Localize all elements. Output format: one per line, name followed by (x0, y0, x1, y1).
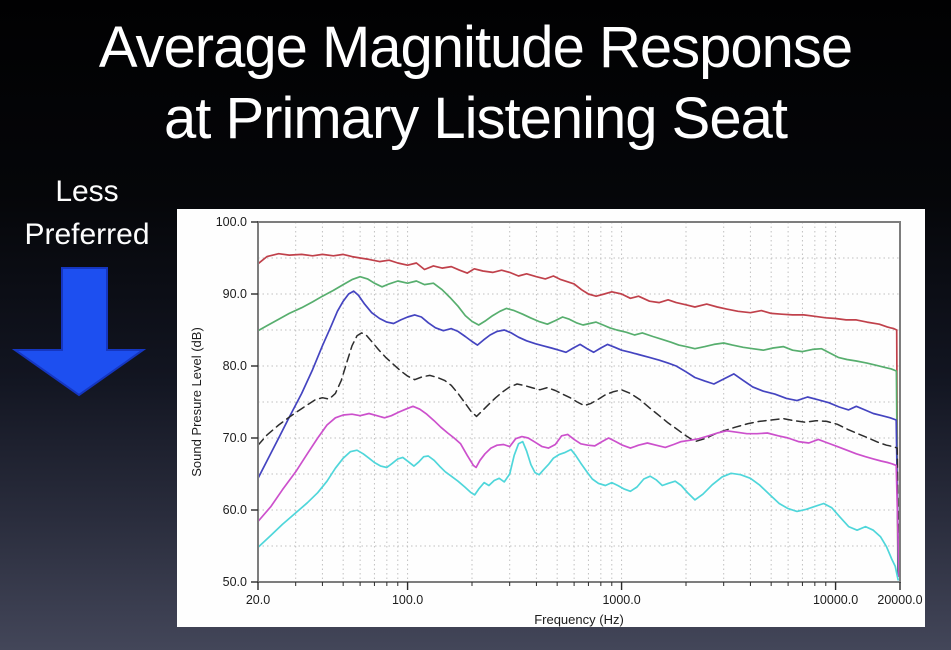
magnitude-response-chart: 50.0 60.0 70.0 80.0 90.0 100.0 20.0 100.0 1000.0… (177, 209, 925, 627)
series-green-line (257, 275, 899, 578)
chart-canvas: 50.0 60.0 70.0 80.0 90.0 100.0 20.0 100.0 1000.0… (189, 215, 923, 627)
series-cyan-line (257, 440, 899, 581)
y-axis-tick-label: 50.0 (223, 575, 247, 589)
series-magenta-line (257, 405, 900, 578)
x-axis-tick-label: 20.0 (246, 593, 270, 607)
less-preferred-line1: Less (55, 175, 119, 208)
x-axis-tick-label: 20000.0 (877, 593, 922, 607)
slide-title-line1: Average Magnitude Response (98, 15, 853, 80)
down-arrow-icon (10, 260, 150, 400)
slide-title: Average Magnitude Response at Primary Li… (0, 12, 951, 154)
y-axis-tick-label: 70.0 (223, 431, 247, 445)
slide-title-line2: at Primary Listening Seat (164, 86, 788, 151)
series-blue-line (257, 290, 900, 578)
series-black-dashed-line (257, 332, 900, 577)
y-axis-tick-label: 60.0 (223, 503, 247, 517)
less-preferred-label: Less Preferred (0, 170, 174, 256)
y-axis-title: Sound Presure Level (dB) (189, 327, 204, 477)
down-arrow-shape (11, 267, 147, 397)
plot-frame (257, 221, 901, 583)
y-axis-tick-label: 80.0 (223, 359, 247, 373)
x-axis-tick-label: 1000.0 (602, 593, 640, 607)
x-axis-tick-label: 100.0 (392, 593, 423, 607)
series-red-line (257, 252, 899, 578)
x-axis-tick-label: 10000.0 (813, 593, 858, 607)
y-axis-tick-label: 100.0 (216, 215, 247, 229)
less-preferred-line2: Preferred (24, 218, 150, 251)
y-axis-tick-label: 90.0 (223, 287, 247, 301)
x-axis-title: Frequency (Hz) (534, 612, 624, 627)
